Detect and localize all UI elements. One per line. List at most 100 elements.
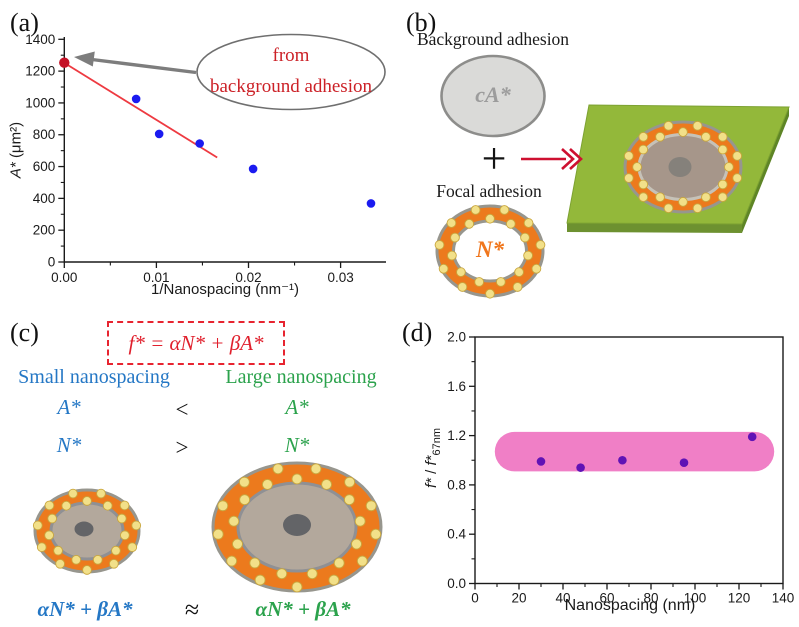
area-symbol-small: A*: [57, 395, 81, 419]
integrin-bead: [531, 263, 542, 274]
integrin-bead: [53, 545, 63, 556]
y-var1: f*: [423, 478, 440, 489]
integrin-bead: [717, 132, 728, 142]
integrin-bead: [655, 192, 665, 203]
small-nanospacing-title: Small nanospacing: [18, 366, 170, 388]
integrin-bead: [291, 473, 303, 485]
data-point: [536, 457, 546, 466]
tick-label: 2.0: [447, 330, 466, 345]
integrin-bead: [457, 282, 468, 292]
integrin-bead: [623, 151, 634, 161]
data-point: [195, 139, 204, 148]
y-var: A*: [7, 162, 25, 179]
highlight-band: [494, 431, 775, 472]
cell-on-substrate: [623, 120, 743, 214]
count-symbol-small: N*: [56, 433, 82, 457]
panel-a-x-axis-title: 1/Nanospacing (nm⁻¹): [151, 281, 299, 298]
integrin-bead: [119, 500, 130, 511]
integrin-bead: [102, 500, 113, 511]
y-sep: /: [423, 465, 440, 479]
integrin-bead: [732, 173, 743, 183]
integrin-bead: [343, 494, 355, 506]
integrin-bead: [82, 496, 92, 506]
integrin-bead: [535, 240, 546, 250]
formula-box: f* = αN* + βA*: [107, 321, 285, 365]
integrin-bead: [310, 463, 322, 475]
integrin-bead: [55, 558, 65, 569]
integrin-bead: [701, 192, 711, 203]
data-point: [366, 199, 376, 208]
panel-b-illustration: [434, 54, 790, 299]
tick-label: 1400: [25, 32, 55, 47]
integrin-bead: [351, 538, 362, 550]
tick-label: 0: [48, 255, 56, 270]
integrin-bead: [261, 478, 273, 490]
integrin-bead: [370, 528, 382, 540]
panel-b-label: (b): [406, 8, 437, 37]
sum-expression-large: αN* + βA*: [255, 597, 351, 621]
annotation-arrowhead: [74, 51, 95, 67]
tick-label: 800: [33, 127, 56, 142]
integrin-bead: [96, 488, 106, 499]
tick-label: 0.03: [327, 270, 353, 285]
tick-label: 200: [33, 223, 56, 238]
small-nanospacing-cell: [32, 488, 142, 575]
panel-d-label: (d): [402, 318, 433, 347]
integrin-bead: [499, 205, 510, 215]
area-comparison-operator: <: [175, 397, 189, 422]
integrin-bead: [127, 542, 138, 553]
integrin-bead: [523, 218, 534, 228]
integrin-bead: [663, 120, 674, 131]
approx-operator: ≈: [184, 595, 200, 624]
tick-label: 60: [599, 591, 614, 606]
integrin-bead: [212, 528, 224, 540]
integrin-bead: [485, 288, 495, 299]
integrin-bead: [239, 494, 251, 506]
integrin-bead: [321, 478, 333, 490]
integrin-bead: [71, 554, 82, 565]
panel-a-chart: 0 200 400 600 800 1000 1200 1400 0.00 0.01 0.02 0.0…: [25, 32, 386, 285]
integrin-bead: [701, 131, 711, 142]
integrin-bead: [446, 218, 457, 228]
integrin-bead: [111, 545, 121, 556]
integrin-bead: [514, 267, 524, 277]
integrin-bead: [328, 574, 340, 586]
integrin-bead: [717, 144, 728, 155]
integrin-bead: [238, 476, 250, 488]
integrin-bead: [232, 538, 243, 550]
integrin-bead: [655, 131, 665, 142]
integrin-bead: [447, 250, 457, 261]
integrin-bead: [254, 574, 266, 586]
formula-text: f* = αN* + βA*: [128, 330, 264, 355]
integrin-bead: [520, 232, 530, 243]
data-point: [154, 129, 164, 139]
integrin-bead: [732, 151, 743, 161]
integrin-bead: [523, 250, 533, 261]
tick-label: 1.6: [447, 379, 466, 394]
y-unit: (μm²): [7, 121, 25, 163]
tick-label: 600: [33, 159, 56, 174]
tick-label: 0: [471, 591, 479, 606]
data-point: [679, 458, 689, 468]
integrin-bead: [450, 232, 460, 243]
integrin-bead: [131, 520, 142, 531]
background-adhesion-ellipse: [440, 54, 546, 138]
integrin-bead: [495, 277, 506, 287]
large-nanospacing-title: Large nanospacing: [225, 366, 377, 388]
integrin-bead: [217, 500, 229, 512]
integrin-bead: [474, 277, 485, 287]
integrin-bead: [333, 557, 345, 569]
integrin-bead: [36, 542, 47, 553]
background-adhesion-label: Background adhesion: [416, 29, 570, 49]
annotation-ellipse: [196, 33, 386, 111]
data-point: [131, 94, 141, 104]
integrin-bead: [434, 240, 445, 250]
count-symbol-large: N*: [284, 433, 310, 457]
data-point: [248, 164, 258, 174]
integrin-bead: [512, 282, 523, 292]
integrin-bead: [692, 203, 703, 214]
integrin-bead: [623, 173, 634, 183]
integrin-bead: [32, 520, 43, 531]
large-nanospacing-cell: [211, 461, 383, 593]
sum-expression-small: αN* + βA*: [37, 597, 133, 621]
